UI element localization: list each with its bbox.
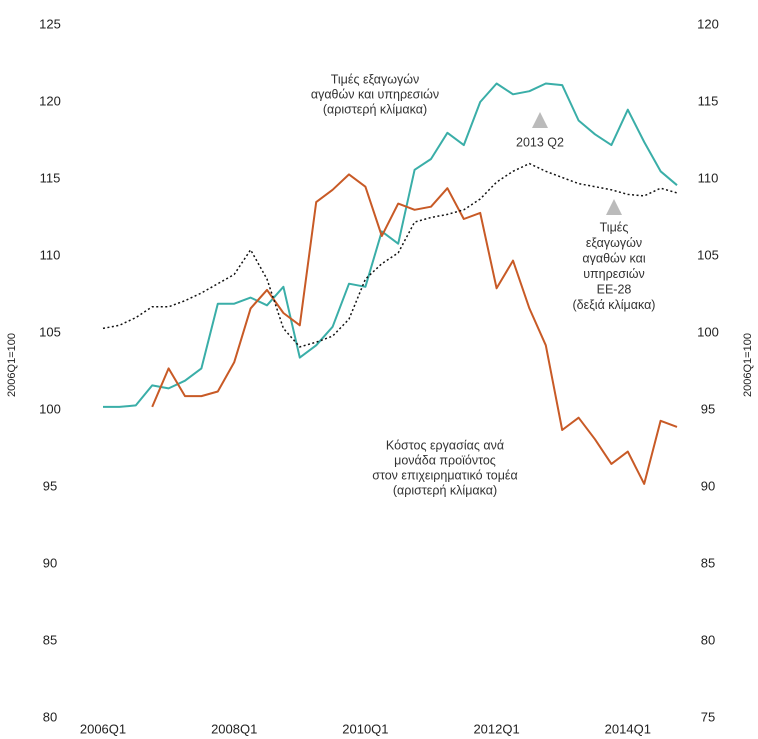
marker-triangle <box>606 199 622 215</box>
x-tick-label: 2008Q1 <box>211 721 257 736</box>
y2-tick-label: 75 <box>701 709 715 724</box>
y-tick-label: 100 <box>39 401 61 416</box>
annotation: ΕΕ-28 <box>597 282 632 296</box>
y2-tick-label: 85 <box>701 555 715 570</box>
x-tick-label: 2012Q1 <box>473 721 519 736</box>
y-tick-label: 105 <box>39 324 61 339</box>
marker-triangle <box>532 112 548 128</box>
y-tick-label: 120 <box>39 93 61 108</box>
y2-axis-label: 2006Q1=100 <box>742 333 754 397</box>
annotation: στον επιχειρηματικό τομέα <box>372 468 517 482</box>
annotation: Τιμές εξαγωγών <box>331 72 420 86</box>
series-line <box>151 173 678 485</box>
y2-tick-label: 95 <box>701 401 715 416</box>
annotation: (δεξιά κλίμακα) <box>573 298 656 312</box>
annotation: υπηρεσιών <box>583 267 645 281</box>
annotation: Τιμές <box>600 220 629 234</box>
y-axis-label: 2006Q1=100 <box>6 333 18 397</box>
x-tick-label: 2006Q1 <box>80 721 126 736</box>
annotation: εξαγωγών <box>586 236 642 250</box>
y2-tick-label: 105 <box>697 247 719 262</box>
y-tick-label: 80 <box>43 709 57 724</box>
annotation: αγαθών και <box>582 251 645 265</box>
y-tick-label: 110 <box>40 247 61 262</box>
annotation: (αριστερή κλίμακα) <box>393 483 497 497</box>
y2-tick-label: 120 <box>697 16 719 31</box>
x-tick-label: 2010Q1 <box>342 721 388 736</box>
annotation: Κόστος εργασίας ανά <box>386 438 504 452</box>
y2-tick-label: 90 <box>701 478 715 493</box>
series-line <box>103 82 678 408</box>
annotation: 2013 Q2 <box>516 135 564 149</box>
y2-tick-label: 115 <box>698 93 719 108</box>
annotation: (αριστερή κλίμακα) <box>323 102 427 116</box>
y-tick-label: 125 <box>39 16 61 31</box>
y2-tick-label: 110 <box>698 170 719 185</box>
y-tick-label: 115 <box>40 170 61 185</box>
y-tick-label: 95 <box>43 478 57 493</box>
y-tick-label: 85 <box>43 632 57 647</box>
annotation: αγαθών και υπηρεσιών <box>311 87 439 101</box>
y-tick-label: 90 <box>43 555 57 570</box>
annotation: μονάδα προϊόντος <box>394 453 496 467</box>
y2-tick-label: 80 <box>701 632 715 647</box>
y2-tick-label: 100 <box>697 324 719 339</box>
x-tick-label: 2014Q1 <box>605 721 651 736</box>
